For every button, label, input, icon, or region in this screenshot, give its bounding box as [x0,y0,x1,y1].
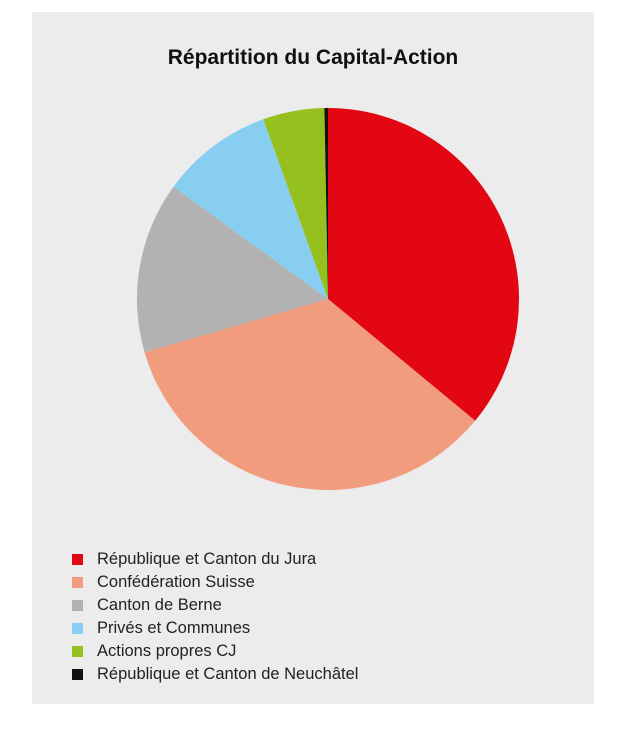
pie-slice [328,108,519,421]
legend-label: Privés et Communes [97,619,251,637]
pie-slice [324,108,328,299]
legend-item: Confédération Suisse [72,571,358,594]
legend-swatch [72,577,83,588]
legend-label: République et Canton du Jura [97,550,317,568]
pie-slice [173,119,328,299]
legend-swatch [72,554,83,565]
legend-item: Canton de Berne [72,594,358,617]
legend-label: Canton de Berne [97,596,222,614]
legend: République et Canton du Jura Confédérati… [72,548,358,686]
legend-item: République et Canton de Neuchâtel [72,663,358,686]
legend-swatch [72,600,83,611]
legend-label: Actions propres CJ [97,642,237,660]
legend-swatch [72,669,83,680]
legend-label: République et Canton de Neuchâtel [97,665,359,683]
legend-item: République et Canton du Jura [72,548,358,571]
legend-label: Confédération Suisse [97,573,255,591]
legend-item: Privés et Communes [72,617,358,640]
chart-panel: Répartition du Capital-Action République… [32,12,594,704]
pie-slice [263,108,328,299]
pie-slice [137,186,328,353]
pie-slice [144,299,476,490]
legend-swatch [72,623,83,634]
chart-title: Répartition du Capital-Action [167,46,459,69]
pie-chart [137,108,519,490]
legend-swatch [72,646,83,657]
legend-item: Actions propres CJ [72,640,358,663]
